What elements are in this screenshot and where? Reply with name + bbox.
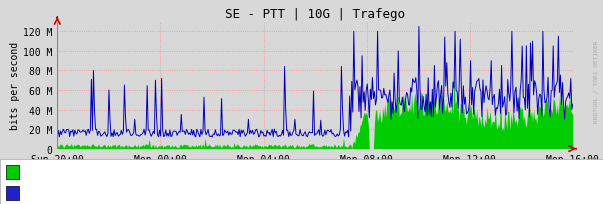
Text: Total Entrada: Total Entrada [22,167,99,177]
Text: Total Saida: Total Saida [22,188,87,198]
Y-axis label: bits per second: bits per second [10,42,21,130]
Title: SE - PTT | 10G | Trafego: SE - PTT | 10G | Trafego [225,8,405,21]
Text: Current:   53.58 M    Average:   38.35 M    Maximum:   123.65 M: Current: 53.58 M Average: 38.35 M Maximu… [74,188,455,198]
Text: Current:   25.86 M    Average:   24.97 M    Maximum:   114.21 M: Current: 25.86 M Average: 24.97 M Maximu… [74,167,455,177]
Text: RRDTOOL / TOBI OETIKER: RRDTOOL / TOBI OETIKER [594,41,599,123]
